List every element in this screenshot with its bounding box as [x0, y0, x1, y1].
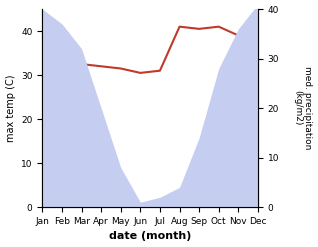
Y-axis label: med. precipitation
(kg/m2): med. precipitation (kg/m2) [293, 66, 313, 150]
Y-axis label: max temp (C): max temp (C) [5, 74, 16, 142]
X-axis label: date (month): date (month) [109, 231, 191, 242]
